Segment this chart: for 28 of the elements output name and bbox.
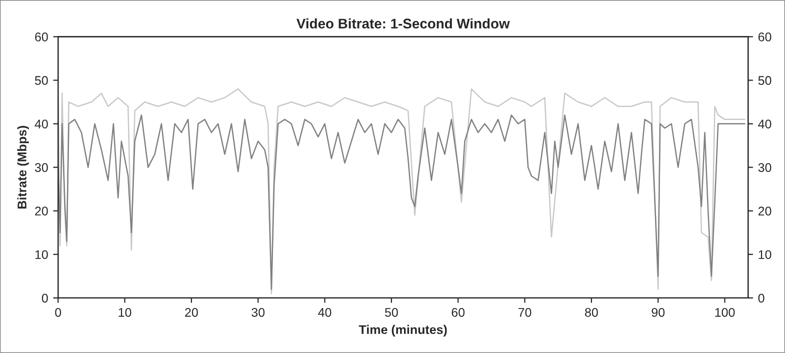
y-tick-label: 20 <box>35 206 48 216</box>
y2-tick-label: 10 <box>758 250 772 260</box>
y-tick-label: 0 <box>42 294 48 303</box>
x-tick-label: 60 <box>452 308 465 317</box>
y-tick-label: 50 <box>34 76 48 85</box>
y2-tick-label: 60 <box>758 32 772 42</box>
y2-tick-label: 20 <box>758 206 772 216</box>
y2-tick-label: 30 <box>758 163 772 172</box>
y2-tick-label: 40 <box>758 120 772 128</box>
x-tick-label: 20 <box>185 308 198 317</box>
y-tick-label: 30 <box>34 163 48 172</box>
x-tick-label: 30 <box>252 308 265 317</box>
y-tick-label: 10 <box>35 250 48 260</box>
x-tick-label: 80 <box>585 308 598 317</box>
chart-title: Video Bitrate: 1-Second Window <box>296 18 510 29</box>
x-tick-label: 50 <box>384 308 398 317</box>
x-tick-label: 90 <box>652 308 665 317</box>
y2-tick-label: 0 <box>758 294 764 303</box>
x-tick-label: 10 <box>118 308 132 317</box>
y2-tick-label: 50 <box>758 76 772 85</box>
x-tick-label: 0 <box>55 308 62 317</box>
y-tick-label: 60 <box>35 32 48 42</box>
x-tick-label: 70 <box>518 308 532 317</box>
y-axis-title: Bitrate (Mbps) <box>17 126 29 208</box>
x-tick-label: 40 <box>318 308 332 317</box>
y-tick-label: 40 <box>34 120 48 128</box>
x-tick-label: 100 <box>715 308 735 317</box>
x-axis-title: Time (minutes) <box>358 324 447 337</box>
